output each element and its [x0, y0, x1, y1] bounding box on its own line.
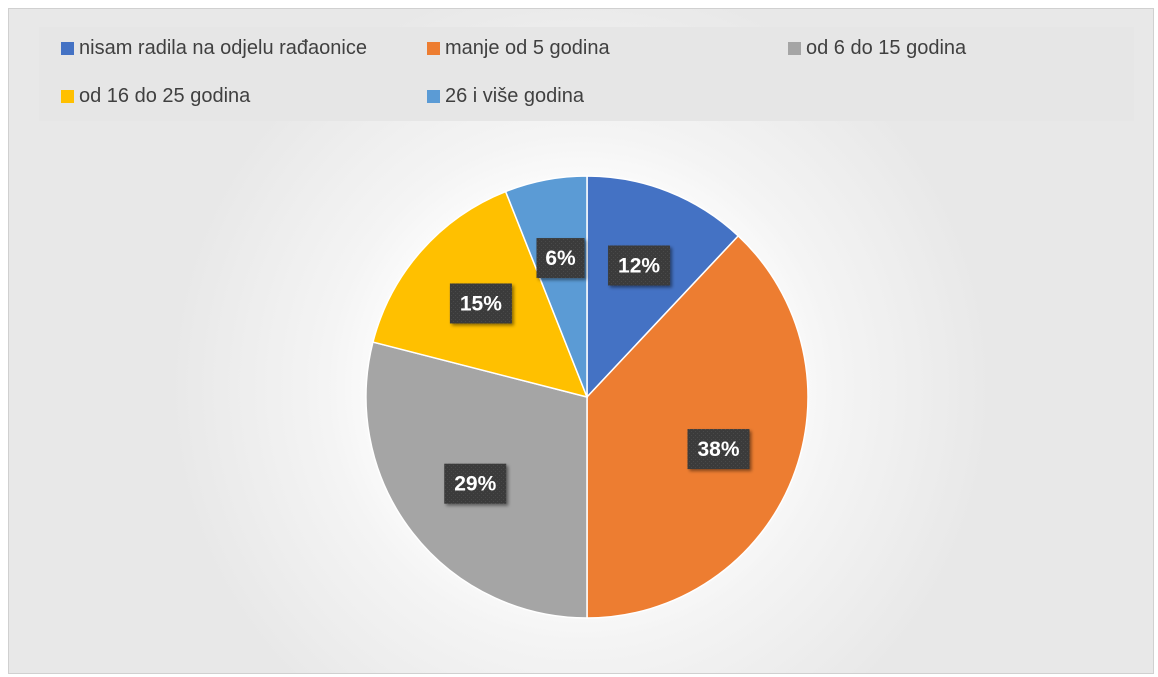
- legend-item-od-16-do-25: od 16 do 25 godina: [61, 81, 250, 111]
- pie-slice-5: [504, 175, 588, 398]
- pie-chart: 12% 38% 29% 15% 6%: [365, 175, 809, 619]
- data-label-box: [536, 238, 585, 279]
- legend-label: manje od 5 godina: [445, 36, 610, 59]
- data-label-text: 6%: [545, 247, 576, 270]
- data-label-1: 12%: [608, 245, 671, 286]
- legend-swatch: [61, 89, 74, 103]
- legend-label: nisam radila na odjelu rađaonice: [79, 36, 367, 59]
- data-label-box: [444, 463, 507, 504]
- legend-item-od-6-do-15: od 6 do 15 godina: [788, 33, 966, 63]
- data-label-text: 38%: [697, 438, 739, 461]
- data-label-box: [608, 245, 671, 286]
- legend-swatch: [788, 41, 801, 55]
- legend-label: 26 i više godina: [445, 84, 584, 107]
- data-label-box: [687, 429, 750, 470]
- legend-item-26-i-vise: 26 i više godina: [427, 81, 584, 111]
- data-label-4: 15%: [449, 283, 512, 324]
- chart-area: nisam radila na odjelu rađaonice manje o…: [8, 8, 1154, 674]
- pie-slices: [365, 175, 809, 619]
- pie-slice-2: [586, 234, 809, 619]
- legend-item-nisam-radila: nisam radila na odjelu rađaonice: [61, 33, 367, 63]
- pie-data-labels: 12% 38% 29% 15% 6%: [444, 238, 750, 504]
- legend-item-manje-od-5: manje od 5 godina: [427, 33, 610, 63]
- data-label-5: 6%: [536, 238, 585, 279]
- pie-slice-1: [586, 175, 740, 399]
- chart-legend: nisam radila na odjelu rađaonice manje o…: [39, 27, 1134, 121]
- legend-swatch: [61, 41, 74, 55]
- legend-swatch: [427, 41, 440, 55]
- data-label-2: 38%: [687, 429, 750, 470]
- legend-label: od 16 do 25 godina: [79, 84, 251, 107]
- data-label-text: 12%: [618, 254, 660, 277]
- data-label-3: 29%: [444, 463, 507, 504]
- data-label-text: 15%: [460, 292, 502, 315]
- legend-swatch: [427, 89, 440, 103]
- data-label-text: 29%: [454, 473, 496, 496]
- legend-label: od 6 do 15 godina: [806, 36, 967, 59]
- data-label-box: [449, 283, 512, 324]
